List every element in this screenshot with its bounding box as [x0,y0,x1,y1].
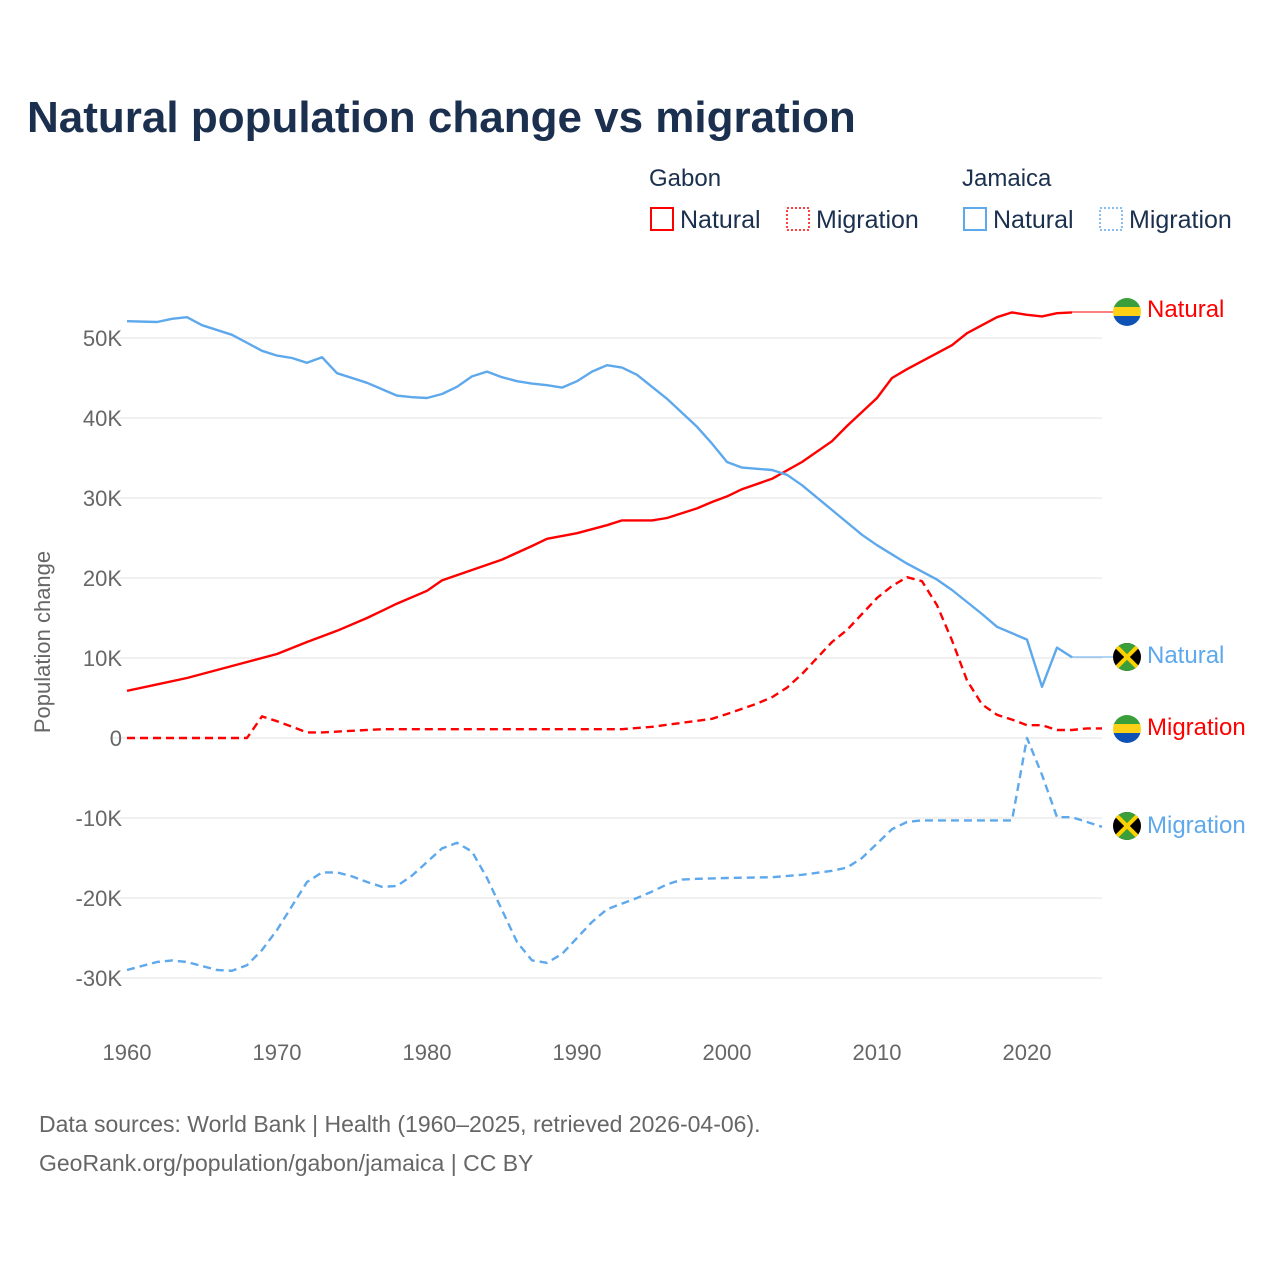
y-axis-label: Population change [30,551,55,733]
end-label-jamaica-migration: Migration [1113,812,1246,840]
footer-link[interactable]: GeoRank.org/population/gabon/jamaica | C… [39,1150,533,1176]
y-tick-label: -30K [76,966,123,991]
legend-label-jamaica-migration[interactable]: Migration [1129,206,1232,234]
series-lines [126,311,1103,972]
gabon-flag-icon [1113,715,1141,743]
x-tick-label: 1990 [553,1040,602,1065]
end-label-text: Natural [1147,296,1224,323]
series-line-jamaica-migration[interactable] [126,736,1103,972]
series-line-gabon-natural[interactable] [126,311,1073,692]
chart-title: Natural population change vs migration [27,93,856,142]
gridlines [110,337,1102,979]
x-tick-label: 1960 [103,1040,152,1065]
end-label-text: Migration [1147,714,1246,741]
jamaica-flag-icon [1113,643,1141,671]
legend-swatch-gabon-migration [786,207,810,231]
x-axis-ticks: 1960 1970 1980 1990 2000 2010 2020 [103,1040,1052,1065]
x-tick-label: 2010 [853,1040,902,1065]
y-tick-label: 40K [83,406,122,431]
jamaica-flag-icon [1113,812,1141,840]
y-tick-label: -10K [76,806,123,831]
legend: Gabon Natural Migration Jamaica Natural … [649,165,1232,234]
y-tick-label: 50K [83,326,122,351]
y-axis-ticks: -30K -20K -10K 0 10K 20K 30K 40K 50K [76,326,123,991]
legend-label-gabon-natural[interactable]: Natural [680,206,761,234]
end-label-jamaica-natural: Natural [1072,642,1224,671]
legend-swatch-gabon-natural [650,207,674,231]
y-tick-label: -20K [76,886,123,911]
legend-group-jamaica: Jamaica [962,165,1052,192]
legend-group-gabon: Gabon [649,165,721,192]
end-label-text: Natural [1147,642,1224,669]
x-tick-label: 1970 [253,1040,302,1065]
legend-label-jamaica-natural[interactable]: Natural [993,206,1074,234]
y-tick-label: 20K [83,566,122,591]
end-label-gabon-migration: Migration [1113,714,1246,743]
x-tick-label: 2020 [1003,1040,1052,1065]
x-tick-label: 2000 [703,1040,752,1065]
y-tick-label: 30K [83,486,122,511]
legend-swatch-jamaica-natural [963,207,987,231]
end-label-gabon-natural: Natural [1072,296,1224,326]
end-label-text: Migration [1147,812,1246,839]
gabon-flag-icon [1113,298,1141,326]
footer-sources: Data sources: World Bank | Health (1960–… [39,1111,761,1137]
legend-swatch-jamaica-migration [1099,207,1123,231]
y-tick-label: 10K [83,646,122,671]
legend-label-gabon-migration[interactable]: Migration [816,206,919,234]
x-tick-label: 1980 [403,1040,452,1065]
y-tick-label: 0 [110,726,122,751]
series-line-gabon-migration[interactable] [127,576,1102,740]
series-line-jamaica-natural[interactable] [126,316,1073,688]
